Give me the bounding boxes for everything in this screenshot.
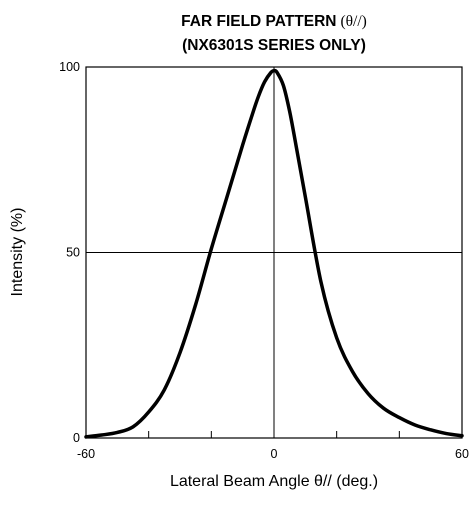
chart-subtitle: (NX6301S SERIES ONLY)	[182, 37, 366, 54]
x-tick-label: -60	[77, 447, 95, 461]
chart-title-text: FAR FIELD PATTERN	[181, 13, 336, 30]
intensity-curve	[84, 68, 464, 439]
x-axis-label: Lateral Beam Angle θ// (deg.)	[170, 473, 378, 490]
y-axis-label: Intensity (%)	[9, 208, 26, 297]
y-tick-label: 0	[73, 431, 80, 445]
x-tick-label: 60	[455, 447, 469, 461]
chart-title-symbol: (θ//)	[340, 13, 366, 30]
chart-title-line1: FAR FIELD PATTERN (θ//)	[181, 13, 367, 30]
y-tick-label: 50	[66, 246, 80, 260]
x-minor-ticks	[148, 431, 400, 438]
chart-title: FAR FIELD PATTERN (θ//) (NX6301S SERIES O…	[181, 13, 367, 54]
tick-labels: -60 0 60 0 50 100	[59, 60, 469, 461]
y-tick-label: 100	[59, 60, 80, 74]
x-tick-label: 0	[271, 447, 278, 461]
